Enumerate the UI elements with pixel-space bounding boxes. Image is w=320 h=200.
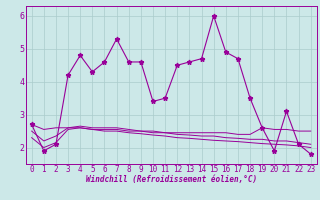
X-axis label: Windchill (Refroidissement éolien,°C): Windchill (Refroidissement éolien,°C) (86, 175, 257, 184)
